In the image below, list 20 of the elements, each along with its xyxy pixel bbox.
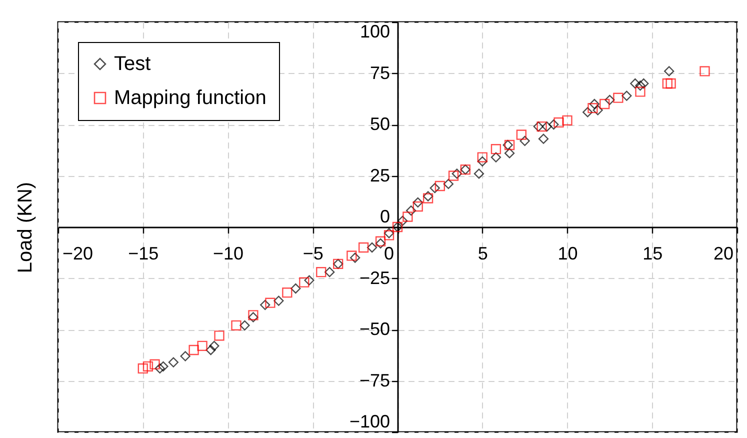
y-axis-title: Load (KN) — [14, 182, 36, 274]
x-tick-label: 15 — [642, 244, 663, 264]
y-tick-label: −25 — [359, 268, 390, 288]
x-tick-label: 5 — [478, 244, 488, 264]
y-tick-label: 25 — [370, 165, 390, 186]
x-tick-label: −10 — [212, 244, 244, 264]
y-tick-label: 0 — [380, 206, 390, 226]
x-tick-label: −15 — [128, 244, 159, 264]
y-tick-label: 50 — [370, 114, 390, 134]
y-tick-label: −75 — [359, 370, 390, 390]
y-tick-label: −100 — [349, 412, 390, 432]
x-tick-label: 10 — [558, 244, 578, 264]
legend-label: Mapping function — [114, 87, 266, 109]
x-tick-label: −20 — [62, 244, 94, 264]
legend-label: Test — [114, 53, 152, 75]
x-tick-label: 20 — [713, 244, 734, 264]
y-tick-label: 100 — [360, 22, 390, 42]
y-tick-label: 75 — [370, 62, 390, 83]
y-tick-label: −50 — [359, 319, 390, 339]
x-tick-label: −5 — [302, 244, 324, 264]
